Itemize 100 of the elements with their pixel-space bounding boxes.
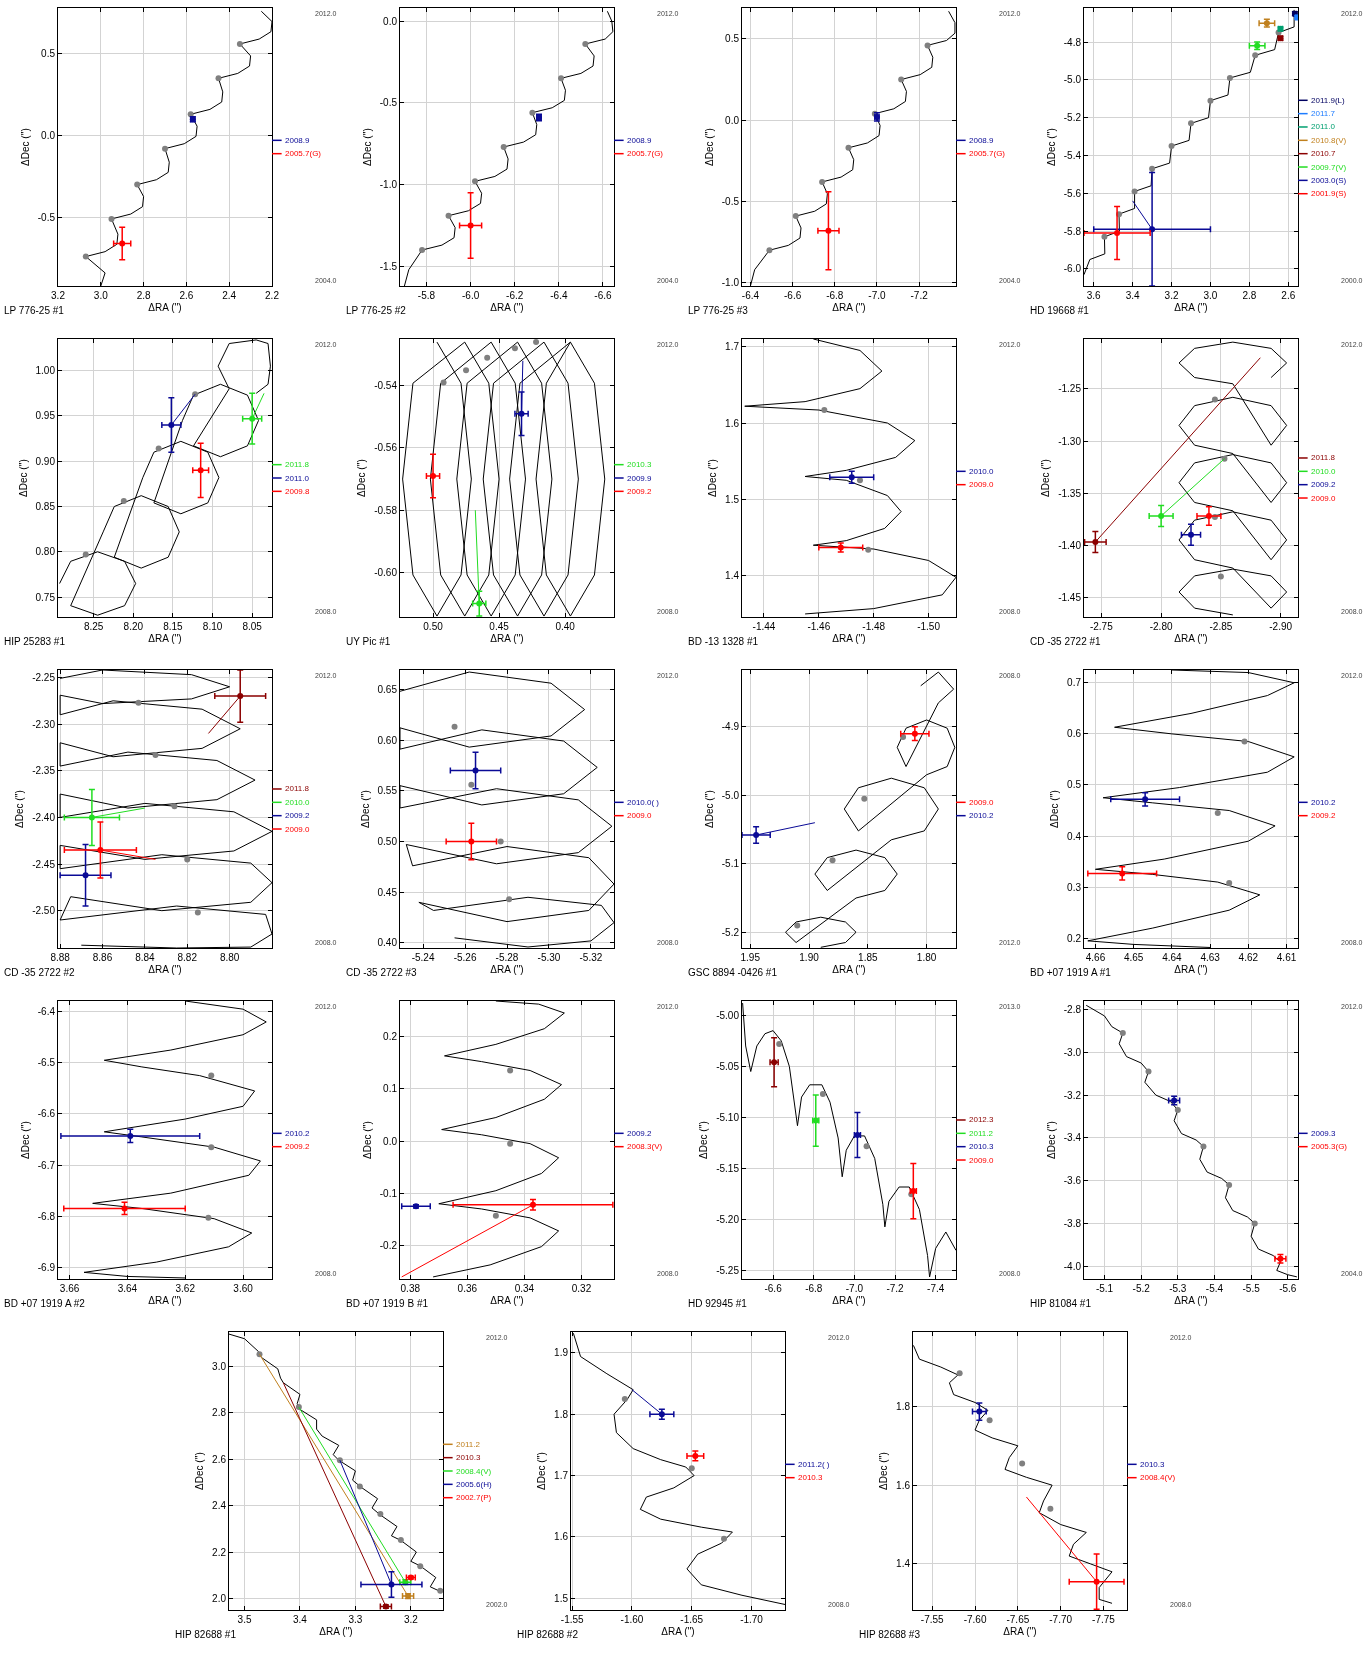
x-tick-label: -7.0 (845, 1283, 864, 1294)
legend-label: 2009.8 (285, 487, 311, 496)
legend-label: 2009.2 (627, 1129, 653, 1138)
x-tick-label: 3.6 (1086, 290, 1102, 301)
y-tick-label: -5.6 (1063, 187, 1082, 199)
y-tick-label: 0.65 (377, 683, 398, 695)
legend-label: 2008.9 (285, 136, 311, 145)
y-tick-label: 1.00 (35, 365, 56, 377)
legend-label: 2010.0 (1311, 467, 1337, 476)
legend-label: 2005.7(G) (627, 149, 664, 158)
x-tick-label: -5.2 (1132, 1283, 1151, 1294)
y-tick-label: -2.40 (32, 811, 56, 823)
legend-label: 2009.9 (627, 474, 653, 483)
y-axis-title: ΔDec ('') (194, 1452, 206, 1490)
x-tick-label: 3.4 (1125, 290, 1141, 301)
x-tick-label: 2.8 (1242, 290, 1257, 301)
y-tick-label: 2.2 (212, 1546, 227, 1558)
legend-label: 2012.3 (969, 1115, 995, 1124)
y-axis-title: ΔDec ('') (1049, 790, 1061, 828)
legend-label: 2009.0 (627, 811, 653, 820)
y-tick-label: -2.30 (32, 718, 56, 730)
y-tick-label: 1.7 (554, 1470, 569, 1482)
text: CD -35 2722 #2 (4, 967, 76, 978)
legend-label: 2008.9 (627, 136, 653, 145)
legend-label: 2005.3(G) (1311, 1142, 1348, 1151)
x-tick-label: -7.4 (927, 1283, 945, 1294)
legend-label: 2009.0 (969, 480, 995, 489)
y-tick-label: 0.0 (383, 15, 398, 27)
y-tick-label: -0.5 (721, 195, 740, 207)
legend-label: 2011.2( ) (798, 1460, 830, 1469)
y-tick-label: -0.54 (374, 380, 398, 392)
y-tick-label: 0.75 (35, 591, 56, 603)
y-tick-label: -1.0 (379, 179, 398, 191)
y-tick-label: 1.8 (554, 1408, 569, 1420)
x-tick-label: 8.82 (177, 952, 198, 963)
x-tick-label: -1.50 (917, 621, 941, 632)
x-tick-label: 2.8 (136, 290, 151, 301)
y-axis-title: ΔDec ('') (14, 790, 26, 828)
text: BD +07 1919 B #1 (346, 1298, 429, 1309)
x-tick-label: 3.4 (293, 1614, 308, 1625)
y-tick-label: -1.25 (1058, 383, 1082, 395)
y-tick-label: 0.5 (41, 48, 56, 60)
y-tick-label: -3.0 (1063, 1046, 1082, 1058)
text: HIP 25283 #1 (4, 636, 66, 647)
y-tick-label: 2.6 (212, 1453, 227, 1465)
x-tick-label: 2.6 (179, 290, 194, 301)
y-axis-title: ΔDec ('') (361, 1121, 373, 1159)
x-tick-label: 2.6 (1281, 290, 1296, 301)
x-tick-label: -2.90 (1269, 621, 1293, 632)
legend-label: 2010.0 (969, 467, 995, 476)
y-tick-label: 0.50 (377, 835, 398, 847)
x-axis-title: ΔRA ('') (148, 301, 182, 313)
y-tick-label: -6.6 (37, 1108, 56, 1120)
x-tick-label: 0.32 (571, 1283, 592, 1294)
y-axis-title: ΔDec ('') (1045, 128, 1057, 166)
x-tick-label: -5.8 (417, 290, 436, 301)
y-tick-label: -1.5 (379, 260, 398, 272)
legend-label: 2011.0 (285, 474, 310, 483)
x-tick-label: 3.0 (93, 290, 109, 301)
y-tick-label: 0.2 (1067, 932, 1082, 944)
y-axis-title: ΔDec ('') (359, 790, 371, 828)
legend-label: 2010.2 (1311, 798, 1337, 807)
y-axis-title: ΔDec ('') (1045, 1121, 1057, 1159)
y-tick-label: 0.40 (377, 937, 398, 949)
y-axis-title: ΔDec ('') (698, 1121, 710, 1159)
x-tick-label: 3.60 (233, 1283, 254, 1294)
x-axis-title: ΔRA ('') (148, 632, 182, 644)
legend-label: 2009.7(V) (1311, 163, 1347, 172)
x-axis-title: ΔRA ('') (832, 301, 866, 313)
x-tick-label: -6.6 (594, 290, 613, 301)
legend-label: 2009.0 (285, 825, 311, 834)
x-tick-label: -6.0 (461, 290, 480, 301)
legend-label: 2011.9(L) (1311, 96, 1345, 105)
y-tick-label: 2.4 (212, 1500, 227, 1512)
y-tick-label: -0.56 (374, 442, 398, 454)
text: CD -35 2722 #1 (1030, 636, 1102, 647)
y-tick-label: 0.90 (35, 455, 56, 467)
legend-label: 2003.0(S) (1311, 176, 1347, 185)
text: BD +07 1919 A #1 (1030, 967, 1112, 978)
y-tick-label: -6.4 (37, 1006, 56, 1018)
y-tick-label: -1.40 (1058, 539, 1082, 551)
x-tick-label: 0.36 (457, 1283, 478, 1294)
x-tick-label: -6.8 (826, 290, 844, 301)
y-tick-label: -3.4 (1063, 1132, 1082, 1144)
y-tick-label: -0.60 (374, 566, 398, 578)
y-tick-label: 2.8 (212, 1407, 227, 1419)
x-tick-label: 1.95 (740, 952, 761, 963)
x-tick-label: 8.84 (135, 952, 156, 963)
x-tick-label: -1.46 (807, 621, 831, 632)
y-tick-label: -1.45 (1058, 591, 1082, 603)
text: CD -35 2722 #3 (346, 967, 418, 978)
y-tick-label: 3.0 (212, 1361, 227, 1373)
x-tick-label: 2.2 (265, 290, 280, 301)
legend-label: 2011.8 (285, 460, 310, 469)
y-tick-label: 0.95 (35, 410, 56, 422)
text: LP 776-25 #2 (346, 305, 407, 316)
x-tick-label: -6.2 (506, 290, 524, 301)
x-axis-title: ΔRA ('') (832, 963, 866, 975)
y-tick-label: 1.5 (554, 1592, 569, 1604)
y-tick-label: -5.4 (1063, 150, 1082, 162)
